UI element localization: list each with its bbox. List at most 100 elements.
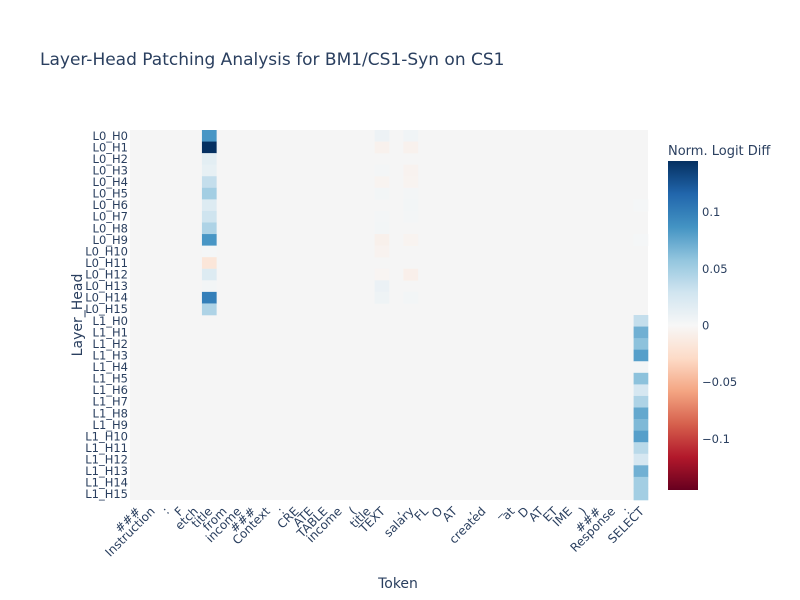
- y-tick-label: L0_H10: [85, 244, 128, 258]
- heatmap-cell: [374, 210, 390, 223]
- heatmap-cell: [633, 407, 649, 420]
- y-tick-label: L0_H14: [85, 291, 128, 305]
- heatmap-cell: [633, 419, 649, 431]
- y-tick-label: L1_H2: [93, 337, 128, 351]
- heatmap-cell: [633, 199, 649, 212]
- heatmap-cell: [374, 222, 390, 235]
- heatmap-cell: [201, 210, 217, 223]
- y-tick-label: L0_H12: [85, 268, 128, 282]
- y-tick-label: L1_H3: [93, 348, 128, 362]
- y-tick-label: L0_H3: [93, 163, 128, 177]
- y-tick-label: L1_H9: [93, 418, 128, 432]
- heatmap-cell: [201, 245, 217, 258]
- heatmap-cell: [633, 488, 649, 501]
- y-tick-label: L1_H10: [85, 429, 128, 443]
- heatmap-cell: [201, 176, 217, 189]
- heatmap-cell: [403, 210, 419, 223]
- heatmap-cell: [201, 164, 217, 177]
- x-tick-label: :: [159, 504, 172, 517]
- heatmap-cell: [403, 268, 419, 281]
- heatmap-cell: [374, 141, 390, 154]
- heatmap-cell: [633, 442, 649, 455]
- heatmap-cell: [633, 372, 649, 385]
- heatmap-cell: [374, 176, 390, 189]
- heatmap-cell: [633, 453, 649, 466]
- heatmap-cell: [374, 130, 390, 142]
- heatmap-cell: [374, 280, 390, 293]
- y-tick-label: L0_H2: [93, 152, 128, 166]
- y-tick-label: L1_H13: [85, 464, 128, 478]
- y-tick-label: L0_H15: [85, 302, 128, 316]
- heatmap-cell: [633, 234, 649, 246]
- y-tick-label: L0_H13: [85, 279, 128, 293]
- heatmap-cell: [201, 187, 217, 200]
- heatmap-cell: [374, 187, 390, 200]
- heatmap-cell: [403, 141, 419, 154]
- heatmap-cell: [374, 291, 390, 304]
- heatmap-cell: [201, 199, 217, 212]
- x-axis-title: Token: [377, 576, 418, 592]
- heatmap-cell: [374, 268, 390, 281]
- heatmap-cell: [403, 130, 419, 142]
- x-tick-label: salary: [381, 504, 417, 540]
- heatmap-cell: [633, 476, 649, 489]
- heatmap-cell: [403, 164, 419, 177]
- y-tick-label: L1_H15: [85, 487, 128, 501]
- heatmap-cell: [403, 291, 419, 304]
- y-tick-label: L0_H7: [93, 210, 128, 224]
- colorbar-tick-label: −0.1: [702, 432, 730, 446]
- heatmap-cell: [201, 141, 217, 154]
- heatmap-cell: [633, 315, 649, 327]
- heatmap-cell: [374, 234, 390, 246]
- y-tick-label: L1_H1: [93, 325, 128, 339]
- heatmap-cell: [201, 234, 217, 246]
- y-tick-label: L1_H7: [93, 395, 128, 409]
- heatmap-cell: [403, 187, 419, 200]
- y-tick-label: L0_H1: [93, 140, 128, 154]
- heatmap-cell: [633, 361, 649, 374]
- chart-title: Layer-Head Patching Analysis for BM1/CS1…: [40, 50, 504, 70]
- heatmap-cell: [633, 349, 649, 362]
- x-tick-label: FL: [412, 504, 432, 524]
- heatmap-cell: [633, 395, 649, 408]
- heatmap-cell: [201, 222, 217, 235]
- heatmap-cell: [201, 153, 217, 165]
- y-tick-label: L0_H9: [93, 233, 128, 247]
- y-tick-label: L0_H8: [93, 221, 128, 235]
- y-tick-label: L0_H5: [93, 187, 128, 201]
- colorbar-title: Norm. Logit Diff: [668, 144, 771, 159]
- heatmap-cell: [633, 465, 649, 478]
- heatmap-cell: [633, 326, 649, 339]
- x-tick-label: at: [499, 504, 518, 523]
- y-tick-label: L0_H6: [93, 198, 128, 212]
- heatmap-cell: [403, 199, 419, 212]
- y-tick-label: L1_H4: [93, 360, 128, 374]
- y-tick-label: L0_H0: [93, 129, 128, 143]
- heatmap-cell: [201, 257, 217, 270]
- y-tick-label: L1_H11: [85, 441, 128, 455]
- y-tick-label: L1_H12: [85, 453, 128, 467]
- heatmap-cell: [633, 338, 649, 350]
- heatmap-cell: [201, 130, 217, 142]
- y-tick-label: L0_H11: [85, 256, 128, 270]
- y-tick-label: L1_H14: [85, 476, 128, 490]
- heatmap-cell: [201, 291, 217, 304]
- colorbar: [668, 161, 698, 490]
- heatmap-cell: [403, 176, 419, 189]
- colorbar-tick-label: 0: [702, 319, 709, 333]
- y-tick-label: L1_H5: [93, 372, 128, 386]
- x-tick-label: AT: [440, 504, 461, 525]
- y-tick-label: L1_H8: [93, 406, 128, 420]
- y-axis-title: Layer_Head: [70, 274, 86, 357]
- heatmap-cell: [403, 234, 419, 246]
- heatmap-cell: [633, 384, 649, 397]
- y-tick-label: L1_H6: [93, 383, 128, 397]
- heatmap-cell: [374, 245, 390, 258]
- colorbar-tick-label: −0.05: [702, 375, 737, 389]
- heatmap-cell: [201, 268, 217, 281]
- colorbar-tick-label: 0.05: [702, 262, 728, 276]
- y-tick-label: L0_H4: [93, 175, 128, 189]
- heatmap-cell: [374, 164, 390, 177]
- y-tick-label: L1_H0: [93, 314, 128, 328]
